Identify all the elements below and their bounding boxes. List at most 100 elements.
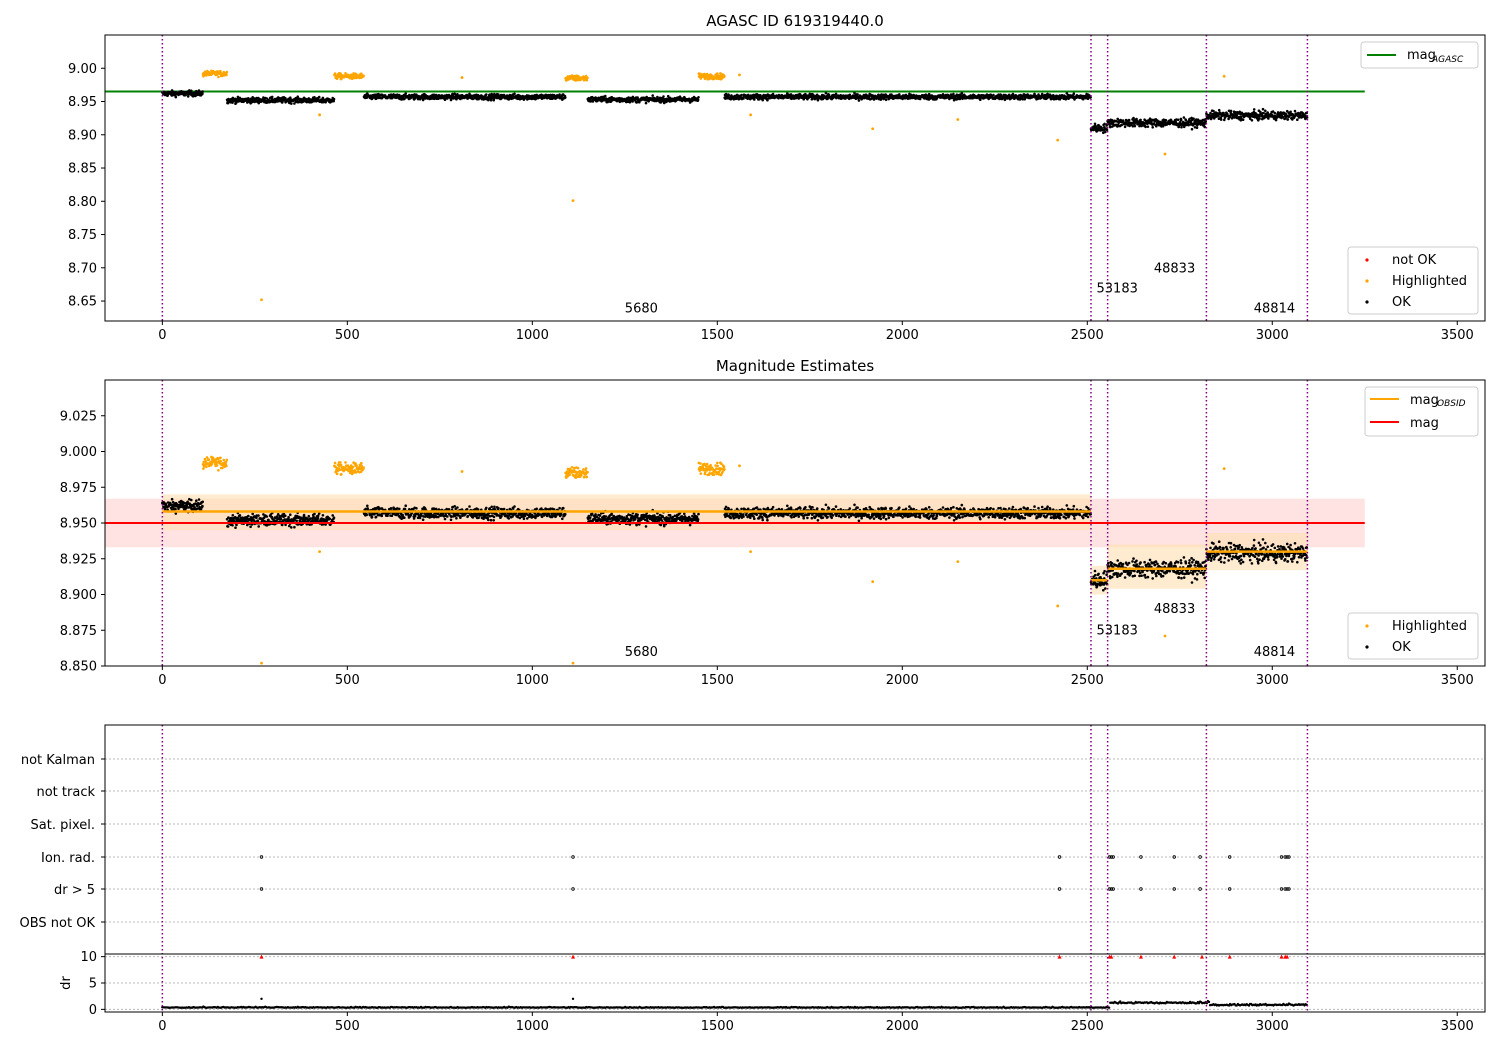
data-point	[1103, 122, 1106, 126]
data-point	[174, 512, 178, 515]
legend-label-not-ok: not OK	[1392, 253, 1437, 268]
data-point	[1176, 118, 1180, 122]
data-point	[313, 96, 316, 99]
data-point	[197, 89, 201, 92]
data-point	[199, 508, 203, 511]
data-point	[339, 461, 342, 464]
data-point	[586, 76, 589, 80]
data-point	[362, 466, 365, 469]
data-point	[827, 93, 831, 97]
data-point	[335, 472, 339, 476]
data-point	[1217, 108, 1221, 112]
data-point	[1271, 110, 1275, 113]
data-point	[856, 93, 859, 96]
data-point	[225, 73, 228, 77]
data-point	[443, 517, 447, 521]
legend-marker-ok	[1365, 300, 1369, 304]
data-point	[351, 465, 355, 469]
data-point	[203, 457, 207, 461]
data-point	[188, 89, 191, 92]
data-point	[485, 506, 488, 510]
data-point	[992, 93, 995, 97]
data-point	[340, 77, 343, 81]
data-point	[568, 473, 571, 476]
legend-marker-not-ok	[1365, 258, 1369, 262]
data-point	[1060, 96, 1063, 99]
data-point	[489, 98, 493, 102]
data-point	[1162, 118, 1165, 121]
y-tick-label: 8.80	[68, 195, 97, 210]
data-point	[824, 91, 828, 95]
legend-label-sub: AGASC	[1431, 55, 1464, 65]
data-point	[366, 504, 369, 508]
data-point	[853, 91, 856, 95]
data-point	[370, 515, 374, 519]
data-point	[487, 518, 490, 522]
data-point	[332, 516, 336, 519]
data-point	[355, 464, 358, 467]
data-point	[1262, 111, 1265, 115]
data-point	[898, 93, 901, 96]
data-point	[238, 514, 242, 517]
data-point	[1049, 93, 1052, 97]
data-point	[201, 90, 204, 93]
x-tick-label: 0	[158, 328, 166, 343]
data-point	[561, 517, 564, 521]
data-point	[633, 518, 637, 521]
data-point	[1305, 116, 1309, 119]
data-point	[1261, 107, 1265, 111]
x-tick-label: 1500	[701, 328, 734, 343]
data-point	[740, 93, 743, 97]
data-point	[403, 516, 406, 519]
data-point	[594, 513, 597, 516]
data-point	[225, 70, 229, 74]
data-point	[316, 516, 320, 520]
data-point	[403, 507, 407, 511]
data-point	[211, 456, 215, 460]
legend-label-ok: OK	[1392, 295, 1411, 310]
data-point	[459, 516, 462, 519]
data-point	[293, 525, 296, 529]
data-point	[185, 504, 189, 508]
panel2-plot-area	[105, 380, 1365, 666]
data-point	[182, 501, 186, 505]
data-point	[163, 507, 167, 511]
data-point	[174, 95, 178, 99]
data-point	[321, 514, 325, 517]
data-point	[576, 466, 580, 470]
data-point	[487, 98, 490, 102]
data-point	[668, 518, 671, 522]
data-point	[918, 97, 922, 101]
data-point	[453, 505, 457, 508]
data-point	[374, 515, 378, 519]
data-point	[404, 504, 408, 508]
data-point	[979, 98, 982, 101]
data-point	[205, 456, 209, 459]
data-point	[1109, 125, 1112, 129]
data-point	[604, 94, 607, 98]
x-tick-label: 1000	[516, 328, 549, 343]
panel2-title: Magnitude Estimates	[716, 357, 874, 375]
data-point	[270, 95, 274, 99]
data-point	[217, 469, 220, 472]
data-point	[1146, 125, 1150, 128]
data-point	[545, 93, 548, 97]
data-point	[332, 99, 336, 103]
data-point	[1182, 116, 1186, 119]
data-point	[627, 96, 630, 99]
data-point	[317, 95, 321, 99]
data-point	[727, 93, 730, 97]
data-point	[766, 98, 769, 102]
data-point	[582, 475, 586, 479]
data-point	[1046, 92, 1049, 96]
data-point	[1250, 119, 1254, 122]
data-point	[522, 517, 526, 521]
data-point	[1289, 110, 1292, 114]
panel-agasc: AGASC ID 619319440.0 0 500 1000 1500 2000 250…	[68, 12, 1486, 343]
y-tick-label: 8.65	[68, 295, 97, 310]
data-point	[450, 97, 453, 100]
data-point	[564, 96, 567, 99]
data-point	[564, 513, 567, 516]
data-point	[1293, 109, 1297, 113]
data-point	[247, 514, 250, 518]
